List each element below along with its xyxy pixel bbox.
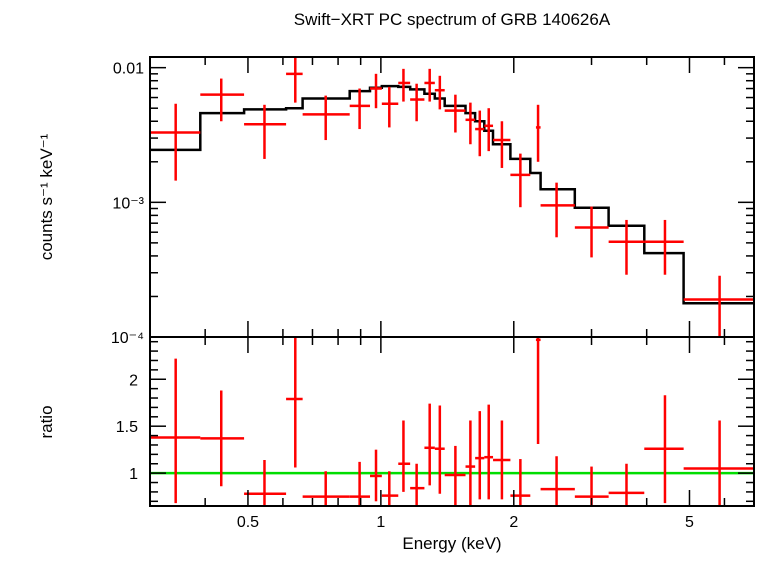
ratio-y-axis-label: ratio — [37, 405, 56, 438]
spectrum-frame — [149, 56, 755, 338]
spectrum-point-6 — [349, 88, 371, 130]
y-tick-label: 0.01 — [113, 61, 144, 78]
x-tick-label: 1 — [376, 514, 385, 531]
ratio-point-6 — [349, 461, 371, 506]
spectrum-point-1 — [150, 103, 201, 181]
spectrum-point-9 — [398, 68, 411, 102]
ratio-point-12 — [434, 405, 445, 494]
spectrum-point-3 — [244, 104, 287, 159]
ratio-y-tick-label: 1.5 — [116, 419, 138, 436]
ratio-point-9 — [398, 420, 411, 492]
ratio-point-24 — [683, 420, 754, 506]
ratio-point-3 — [244, 459, 287, 506]
spectrum-panel: 0.01 10⁻³ 10⁻⁴ counts s⁻¹ keV⁻¹ — [37, 56, 755, 347]
spectrum-point-11 — [424, 68, 435, 102]
ratio-y-tick-label: 1 — [129, 466, 138, 483]
ratio-panel: 0.5 1 2 5 1 1.5 2 ratio Energy (keV) — [37, 336, 755, 553]
spectrum-y-axis-label: counts s⁻¹ keV⁻¹ — [37, 133, 56, 260]
spectrum-point-18 — [510, 153, 531, 208]
ratio-point-16 — [484, 404, 494, 500]
spectrum-point-16 — [484, 108, 494, 152]
spectrum-point-19 — [535, 104, 541, 162]
spectrum-point-21 — [574, 206, 609, 258]
spectrum-point-4 — [286, 57, 303, 103]
spectrum-point-14 — [465, 102, 476, 145]
spectrum-ticks: 0.01 10⁻³ 10⁻⁴ — [111, 57, 755, 347]
spectrum-point-7 — [370, 73, 382, 109]
ratio-point-8 — [381, 471, 399, 506]
spectrum-point-17 — [493, 121, 511, 168]
model-histogram-line — [150, 84, 754, 305]
y-tick-label: 10⁻³ — [112, 195, 144, 212]
ratio-point-22 — [608, 463, 645, 506]
ratio-frame — [149, 336, 755, 507]
ratio-y-tick-label: 2 — [129, 372, 138, 389]
ratio-marks — [150, 337, 754, 506]
chart-title: Swift−XRT PC spectrum of GRB 140626A — [294, 10, 611, 29]
ratio-ticks: 0.5 1 2 5 1 1.5 2 — [116, 337, 755, 531]
spectrum-point-8 — [381, 86, 399, 128]
spectrum-point-2 — [200, 78, 245, 122]
x-axis-label: Energy (keV) — [402, 534, 501, 553]
spectrum-point-5 — [302, 95, 350, 141]
ratio-point-4 — [286, 337, 303, 468]
ratio-point-5 — [302, 471, 350, 506]
spectrum-point-13 — [444, 94, 466, 133]
spectrum-point-22 — [608, 219, 645, 275]
ratio-point-10 — [410, 463, 425, 506]
ratio-point-13 — [444, 445, 466, 506]
ratio-point-15 — [475, 411, 485, 500]
spectrum-point-12 — [434, 75, 445, 110]
spectrum-point-20 — [540, 182, 575, 238]
ratio-point-2 — [200, 390, 245, 487]
ratio-point-7 — [370, 449, 382, 502]
spectrum-point-23 — [644, 219, 684, 275]
x-tick-label: 0.5 — [237, 514, 259, 531]
x-tick-label: 2 — [509, 514, 518, 531]
spectrum-marks — [150, 57, 754, 337]
ratio-point-14 — [465, 420, 476, 506]
ratio-point-23 — [644, 395, 684, 504]
spectrum-point-24 — [683, 275, 754, 337]
x-tick-label: 5 — [685, 514, 694, 531]
ratio-point-1 — [150, 358, 201, 504]
ratio-point-19 — [535, 337, 541, 445]
spectrum-point-10 — [410, 83, 425, 122]
ratio-point-17 — [493, 420, 511, 500]
y-tick-label: 10⁻⁴ — [111, 330, 144, 347]
ratio-point-20 — [540, 456, 575, 506]
spectrum-point-15 — [475, 110, 485, 157]
ratio-point-11 — [424, 403, 435, 486]
